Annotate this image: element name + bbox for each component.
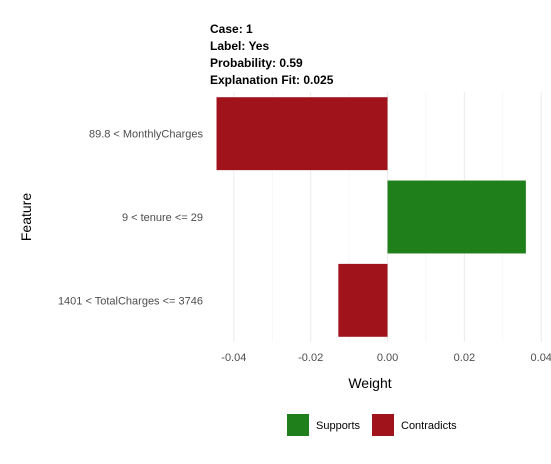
probability-text: Probability: 0.59 xyxy=(210,56,303,70)
x-tick-label: -0.02 xyxy=(298,352,323,364)
explanation-fit-text: Explanation Fit: 0.025 xyxy=(210,73,334,87)
legend-key xyxy=(287,414,309,436)
x-tick-label: 0.04 xyxy=(531,352,551,364)
legend-label: Supports xyxy=(316,420,361,432)
y-tick-labels: 89.8 < MonthlyCharges 9 < tenure <= 29 140… xyxy=(58,129,204,308)
x-tick-label: 0.02 xyxy=(454,352,475,364)
bars xyxy=(216,97,526,337)
y-tick-label: 89.8 < MonthlyCharges xyxy=(89,129,204,141)
bar xyxy=(338,263,388,337)
bar xyxy=(387,180,526,254)
y-axis-title: Feature xyxy=(18,193,34,241)
y-tick-label: 9 < tenure <= 29 xyxy=(122,212,203,224)
x-tick-label: -0.04 xyxy=(221,352,246,364)
label-text: Label: Yes xyxy=(210,39,269,53)
legend: Supports Contradicts xyxy=(287,414,457,436)
x-axis-title: Weight xyxy=(348,375,391,391)
legend-key xyxy=(372,414,394,436)
chart-header: Case: 1 Label: Yes Probability: 0.59 Exp… xyxy=(210,22,334,87)
y-tick-label: 1401 < TotalCharges <= 3746 xyxy=(58,295,203,307)
case-text: Case: 1 xyxy=(210,22,253,36)
x-tick-labels: -0.04 -0.02 0.00 0.02 0.04 xyxy=(221,352,551,364)
bar xyxy=(216,97,388,171)
legend-label: Contradicts xyxy=(401,420,457,432)
x-tick-label: 0.00 xyxy=(377,352,398,364)
